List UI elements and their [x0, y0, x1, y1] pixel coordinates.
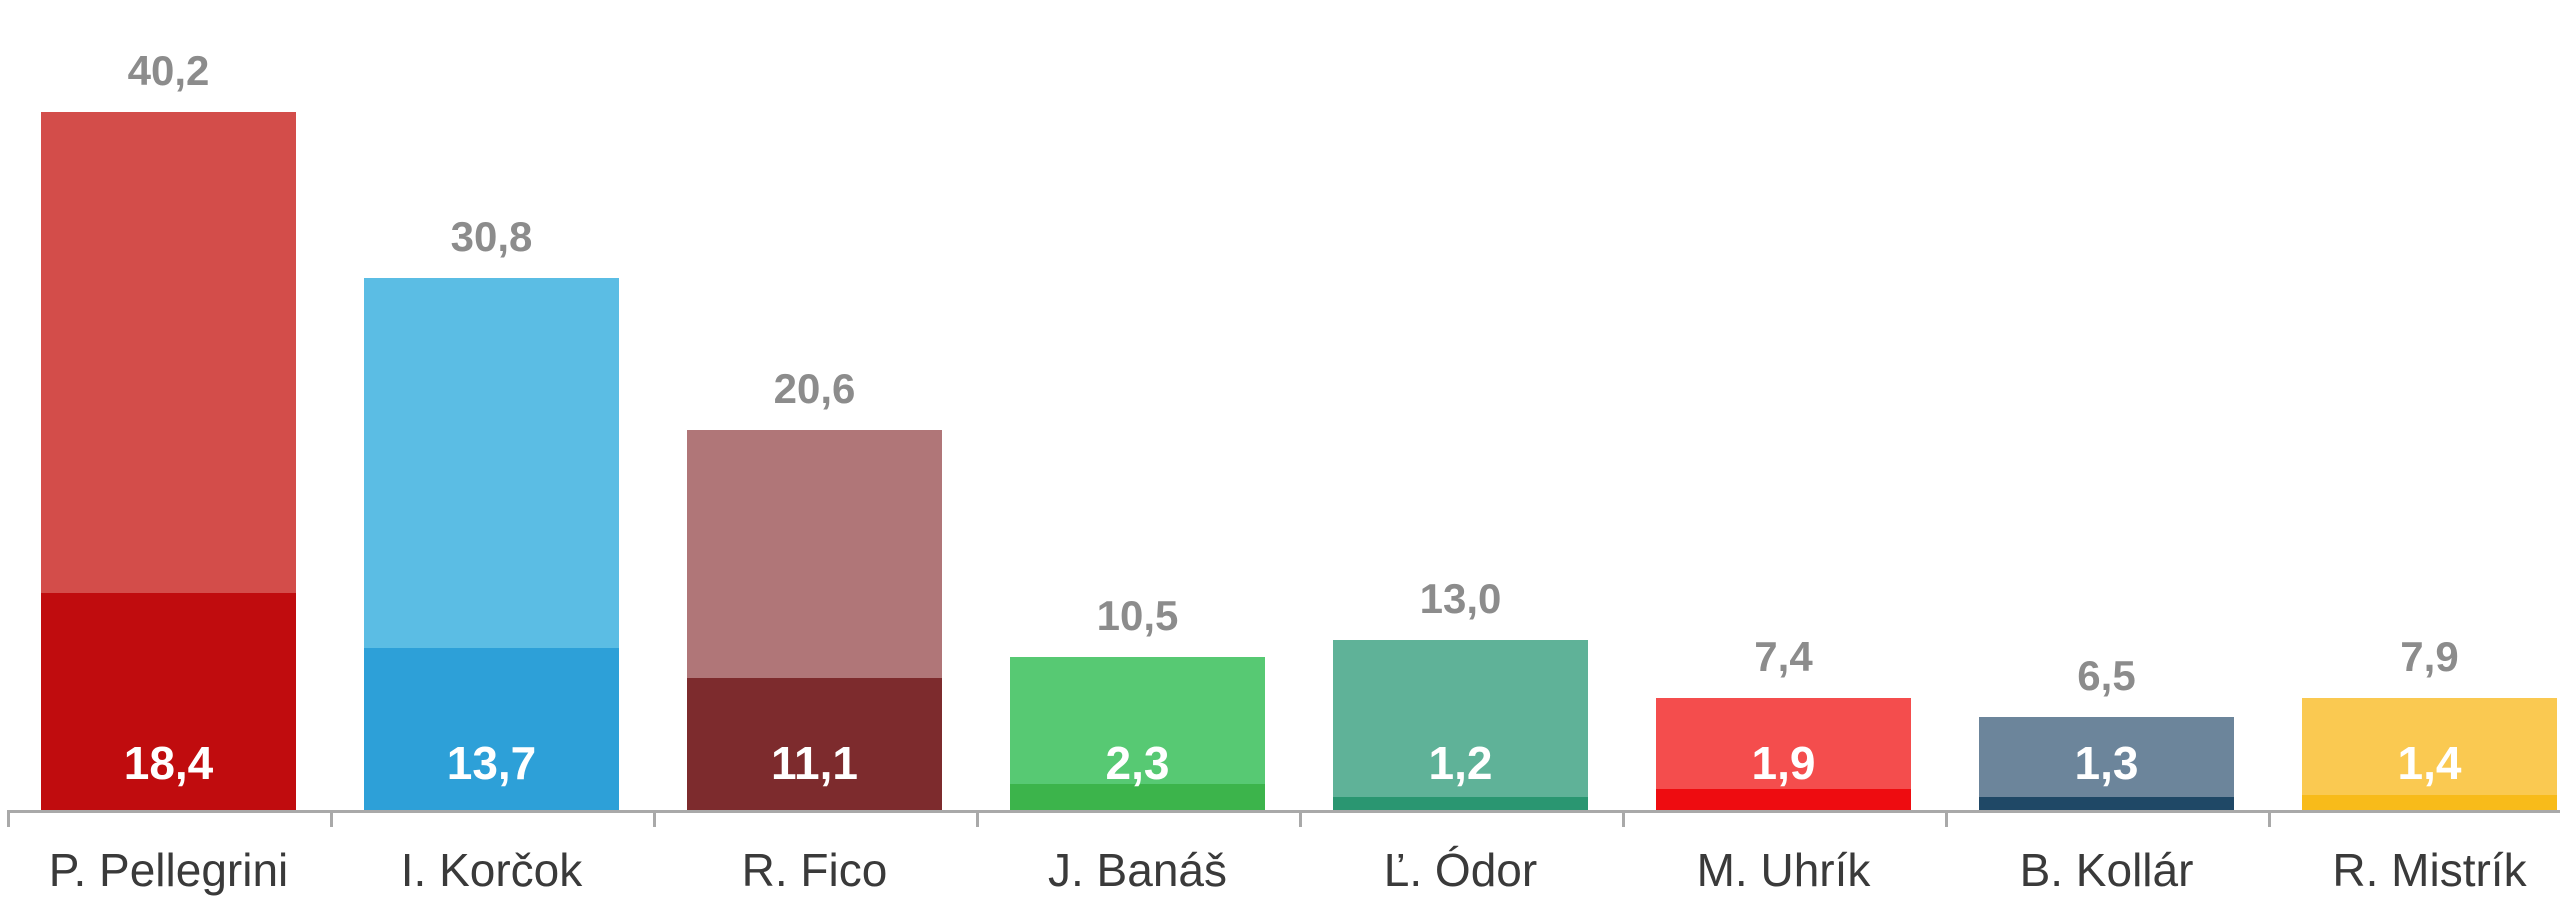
value-label-core: 18,4 — [123, 737, 214, 789]
bar-group: 20,6 11,1 R. Fico — [687, 0, 942, 920]
value-label-total: 7,4 — [1754, 633, 1813, 680]
bar-group: 13,0 1,2 Ľ. Ódor — [1333, 0, 1588, 920]
value-label-total: 20,6 — [773, 365, 856, 412]
axis-tick — [653, 810, 656, 827]
value-label-core: 2,3 — [1105, 737, 1170, 789]
category-label: R. Mistrík — [2332, 844, 2527, 896]
axis-tick — [2268, 810, 2271, 827]
bar-group: 40,2 18,4 P. Pellegrini — [41, 0, 296, 920]
axis-tick — [1299, 810, 1302, 827]
bar-total-segment: 1,9 — [1656, 698, 1911, 810]
bar-group: 7,4 1,9 M. Uhrík — [1656, 0, 1911, 920]
category-label: J. Banáš — [1048, 844, 1227, 896]
value-label-total: 6,5 — [2077, 652, 2136, 699]
value-label-core: 1,4 — [2397, 737, 2462, 789]
axis-tick — [330, 810, 333, 827]
value-label-total: 30,8 — [450, 213, 533, 260]
bar-core-segment — [364, 648, 619, 810]
bar-total-segment: 18,4 — [41, 112, 296, 810]
bar-core-segment — [687, 678, 942, 810]
bar-core-segment — [1010, 784, 1265, 810]
axis-tick — [1945, 810, 1948, 827]
x-axis — [7, 810, 2560, 813]
value-label-total: 10,5 — [1096, 592, 1179, 639]
axis-tick — [976, 810, 979, 827]
category-label: R. Fico — [741, 844, 888, 896]
bar-core-segment — [41, 593, 296, 810]
value-label-core: 1,9 — [1751, 737, 1816, 789]
value-label-total: 13,0 — [1419, 575, 1502, 622]
axis-tick — [7, 810, 10, 827]
bar-core-segment — [1656, 789, 1911, 810]
bar-total-segment: 13,7 — [364, 278, 619, 810]
axis-tick — [1622, 810, 1625, 827]
bar-core-segment — [1979, 797, 2234, 810]
category-label: P. Pellegrini — [48, 844, 289, 896]
value-label-total: 7,9 — [2400, 633, 2459, 680]
category-label: Ľ. Ódor — [1383, 844, 1538, 896]
bar-total-segment: 1,4 — [2302, 698, 2557, 810]
value-label-total: 40,2 — [127, 47, 210, 94]
value-label-core: 1,2 — [1428, 737, 1493, 789]
bar-group: 30,8 13,7 I. Korčok — [364, 0, 619, 920]
value-label-core: 1,3 — [2074, 737, 2139, 789]
bar-core-segment — [2302, 795, 2557, 810]
bar-group: 10,5 2,3 J. Banáš — [1010, 0, 1265, 920]
value-label-core: 11,1 — [771, 737, 858, 789]
category-label: M. Uhrík — [1696, 844, 1871, 896]
bar-total-segment: 1,2 — [1333, 640, 1588, 810]
bar-group: 6,5 1,3 B. Kollár — [1979, 0, 2234, 920]
bar-total-segment: 2,3 — [1010, 657, 1265, 810]
bar-total-segment: 1,3 — [1979, 717, 2234, 810]
category-label: I. Korčok — [400, 844, 583, 896]
bar-core-segment — [1333, 797, 1588, 810]
bar-total-segment: 11,1 — [687, 430, 942, 810]
bar-group: 7,9 1,4 R. Mistrík — [2302, 0, 2557, 920]
value-label-core: 13,7 — [446, 737, 537, 789]
category-label: B. Kollár — [2019, 844, 2194, 896]
